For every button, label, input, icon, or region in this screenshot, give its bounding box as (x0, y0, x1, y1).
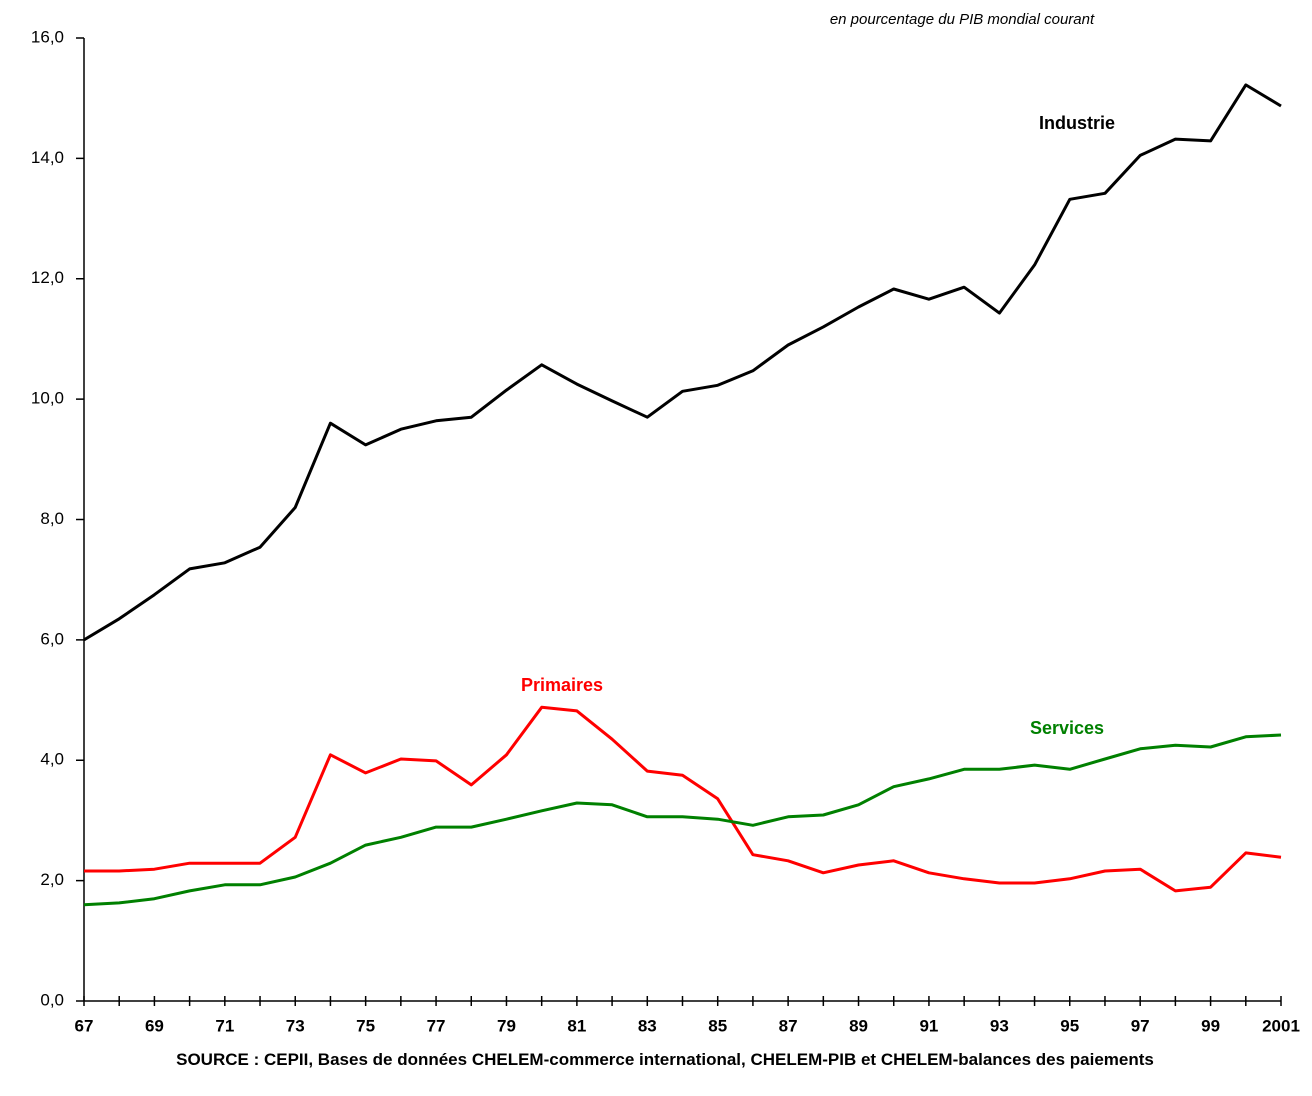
x-tick-label: 91 (919, 1016, 938, 1035)
x-tick-label: 73 (286, 1016, 305, 1035)
x-tick-label: 69 (145, 1016, 164, 1035)
x-tick-label: 87 (779, 1016, 798, 1035)
source-note: SOURCE : CEPII, Bases de données CHELEM-… (176, 1050, 1154, 1069)
series-label: Industrie (1039, 113, 1115, 133)
x-tick-label: 99 (1201, 1016, 1220, 1035)
y-tick-label: 4,0 (40, 750, 64, 769)
x-tick-label: 79 (497, 1016, 516, 1035)
x-tick-label: 93 (990, 1016, 1009, 1035)
x-tick-label: 67 (75, 1016, 94, 1035)
series-line (84, 705, 1282, 893)
y-tick-label: 0,0 (40, 990, 64, 1009)
series-line (83, 733, 1282, 907)
x-tick-label: 85 (708, 1016, 727, 1035)
y-tick-label: 6,0 (40, 629, 64, 648)
chart: en pourcentage du PIB mondial courant 0,… (31, 11, 1300, 1036)
series-label: Primaires (521, 675, 603, 695)
y-tick-label: 2,0 (40, 870, 64, 889)
x-tick-label: 77 (427, 1016, 446, 1035)
x-tick-label: 95 (1060, 1016, 1079, 1035)
x-tick-label: 83 (638, 1016, 657, 1035)
chart-subtitle: en pourcentage du PIB mondial courant (830, 11, 1095, 28)
x-tick-label: 75 (356, 1016, 375, 1035)
x-tick-label: 71 (215, 1016, 234, 1035)
y-tick-label: 14,0 (31, 148, 64, 167)
series-label: Services (1030, 718, 1104, 738)
y-tick-label: 8,0 (40, 509, 64, 528)
series-line (83, 83, 1282, 642)
y-tick-label: 16,0 (31, 27, 64, 46)
y-tick-label: 12,0 (31, 268, 64, 287)
y-tick-label: 10,0 (31, 389, 64, 408)
x-tick-label: 97 (1131, 1016, 1150, 1035)
x-tick-label: 2001 (1262, 1016, 1300, 1035)
x-tick-label: 81 (567, 1016, 586, 1035)
x-tick-label: 89 (849, 1016, 868, 1035)
